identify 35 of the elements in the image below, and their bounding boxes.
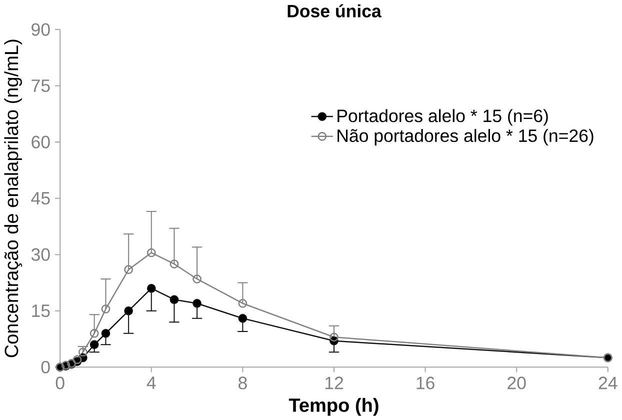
point (146, 284, 156, 293)
point (192, 274, 202, 284)
point (330, 332, 338, 342)
point (78, 348, 88, 357)
x-tick-label: 16 (416, 376, 434, 390)
y-tick-label: 0 (41, 360, 50, 374)
x-tick-label: 4 (146, 376, 156, 389)
point (90, 328, 99, 338)
point (101, 304, 110, 314)
y-tick-label: 75 (32, 80, 50, 92)
legend-label: Não portadores alelo * 15 (n=26) (338, 128, 594, 146)
point (170, 260, 179, 268)
y-tick-label: 90 (32, 23, 50, 36)
y-tick-label: 45 (31, 192, 50, 205)
chart-title: Dose única (288, 4, 382, 18)
y-tick-label: 15 (32, 304, 50, 318)
point (238, 298, 248, 308)
x-tick-label: 8 (238, 376, 247, 390)
point (90, 340, 99, 350)
y-tick-label: 30 (31, 248, 50, 261)
x-tick-label: 24 (598, 376, 618, 390)
point (124, 306, 134, 316)
point (101, 328, 110, 338)
x-tick-label: 20 (508, 376, 526, 390)
point (238, 314, 248, 323)
point (124, 265, 134, 274)
point (192, 298, 202, 308)
point (146, 248, 156, 258)
legend-label: Portadores alelo * 15 (n=6) (338, 109, 548, 126)
y-tick-label: 60 (32, 136, 50, 148)
point (170, 295, 179, 304)
x-axis-title: Tempo (h) (288, 398, 378, 416)
x-tick-label: 0 (56, 376, 64, 390)
x-tick-label: 12 (325, 376, 343, 390)
y-axis-title: Concentração de enalaprilato (ng/mL) (4, 40, 22, 358)
